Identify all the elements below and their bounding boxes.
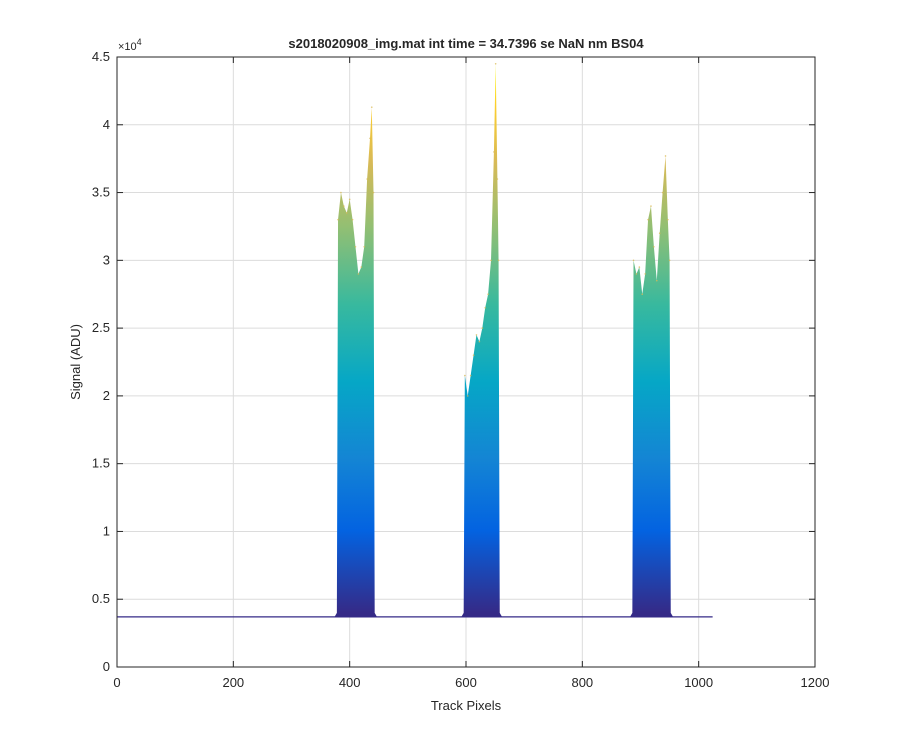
data-layer [117, 62, 713, 618]
y-axis-label: Signal (ADU) [68, 324, 83, 400]
y-tick-label: 0 [103, 659, 110, 674]
y-tick-label: 4.5 [92, 49, 110, 64]
signal-peak-1-point [354, 245, 357, 248]
signal-peak-2-point [464, 374, 466, 377]
x-axis-label: Track Pixels [431, 698, 502, 713]
y-tick-label: 3 [103, 252, 110, 267]
x-tick-label: 1200 [801, 675, 830, 690]
y-tick-label: 4 [103, 117, 110, 132]
signal-peak-3 [630, 155, 674, 617]
signal-peak-1-point [357, 273, 360, 275]
signal-peak-2-point [493, 151, 495, 153]
signal-peak-3-point [650, 205, 652, 207]
signal-peak-3-point [658, 232, 661, 235]
signal-peak-2 [461, 63, 503, 617]
signal-peak-2-point [466, 395, 469, 397]
signal-peak-1-point [369, 137, 371, 140]
signal-peak-3-point [638, 266, 641, 268]
y-exponent-label: ×104 [118, 37, 142, 53]
signal-peak-1-point [337, 218, 339, 221]
y-tick-label: 2 [103, 388, 110, 403]
signal-peak-2-point [472, 354, 475, 357]
signal-peak-2-point [487, 293, 489, 296]
signal-peak-1-point [345, 212, 348, 214]
y-tick-label: 0.5 [92, 591, 110, 606]
signal-peak-1 [334, 107, 378, 617]
signal-peak-2-point [484, 306, 486, 309]
x-tick-label: 0 [113, 675, 120, 690]
signal-peak-3-point [641, 293, 644, 296]
signal-peak-3-point [667, 218, 669, 221]
signal-peak-1-point [340, 191, 342, 194]
signal-peak-3-point [661, 191, 664, 194]
signal-peak-3-point [655, 279, 658, 282]
chart-title: s2018020908_img.mat int time = 34.7396 s… [288, 36, 644, 51]
signal-peak-2-point [481, 327, 484, 329]
tick-marks [116, 56, 816, 668]
signal-peak-2-point [496, 178, 499, 180]
tick-labels: 0 200 400 600 800 1000 1200 0 0.5 1 1.5 2 2.5 3 3.5 4 4.… [92, 49, 830, 690]
signal-peak-2-point [490, 259, 492, 262]
signal-peak-1-point [370, 106, 373, 108]
signal-peak-3-point [668, 259, 671, 262]
signal-peak-1-point [360, 266, 363, 268]
signal-peak-1-point [372, 191, 375, 194]
signal-peak-2-point [497, 259, 500, 262]
signal-peak-3-point [635, 273, 638, 275]
x-tick-label: 800 [571, 675, 593, 690]
signal-peak-1-point [343, 205, 345, 207]
signal-peak-3-point [647, 218, 649, 221]
signal-peak-1-point [366, 178, 368, 180]
signal-peak-3-point [632, 259, 635, 262]
x-tick-label: 200 [222, 675, 244, 690]
x-tick-label: 400 [339, 675, 361, 690]
y-tick-label: 3.5 [92, 185, 110, 200]
y-tick-label: 2.5 [92, 320, 110, 335]
signal-peak-3-point [653, 245, 655, 248]
signal-peak-1-point [348, 198, 351, 201]
signal-peak-1-point [363, 245, 366, 248]
signal-peak-2-point [475, 334, 478, 336]
x-tick-label: 1000 [684, 675, 713, 690]
signal-peak-2-point [478, 340, 481, 343]
signal-peak-1-point [351, 218, 354, 221]
x-tick-label: 600 [455, 675, 477, 690]
y-tick-label: 1 [103, 523, 110, 538]
y-tick-label: 1.5 [92, 456, 110, 471]
signal-peak-2-point [469, 374, 472, 377]
signal-peak-3-point [644, 273, 646, 275]
signal-peak-3-point [664, 155, 667, 157]
signal-peak-2-point [494, 62, 497, 65]
